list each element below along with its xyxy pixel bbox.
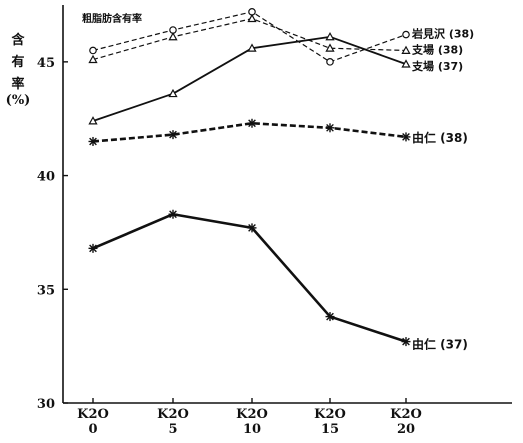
series-1 [89,8,410,66]
series-line [92,121,407,143]
data-point [88,54,98,64]
data-point [325,43,335,52]
data-point [247,223,257,233]
data-point [247,13,257,23]
data-point [401,45,411,54]
data-point [401,337,411,347]
series-2 [88,13,411,64]
series-5 [88,209,411,347]
y-tick-label: 30 [37,397,55,412]
star-stroke [326,123,334,132]
data-point [325,312,335,322]
star-stroke [248,119,256,128]
y-tick-label: 35 [37,283,55,298]
x-tick-label-top: K2O [314,407,346,422]
x-tick-label-top: K2O [157,407,189,422]
y-tick-label: 40 [37,170,55,185]
series-label: 由仁 (37) [412,337,468,352]
y-tick-label: 45 [37,56,55,71]
x-tick-label-top: K2O [77,407,109,422]
chart-title: 粗脂肪含有率 [82,12,142,25]
data-point [88,136,98,146]
data-point [401,59,411,68]
y-axis-label-char: 有 [11,54,24,70]
data-point [88,116,98,125]
y-axis-label-char: (%) [6,93,31,108]
star-stroke [169,130,177,139]
series-3 [88,32,411,125]
series-label: 支場 (38) [411,42,463,56]
data-point [168,130,178,140]
y-axis-label-char: 含 [10,32,25,48]
data-point [88,243,98,253]
x-tick-label-bottom: 0 [88,422,97,437]
x-tick-label-bottom: 10 [243,422,261,437]
series-label: 由仁 (38) [412,130,468,145]
data-point [247,118,257,128]
data-point [168,32,178,41]
data-point [89,46,97,55]
series-4 [88,118,411,146]
star-stroke [248,224,256,232]
data-point [401,132,411,142]
x-tick-label-bottom: 5 [168,422,177,437]
star-stroke [402,337,410,346]
star-stroke [326,312,334,321]
data-point [168,209,178,219]
star-stroke [89,137,97,146]
x-tick-label-top: K2O [236,407,268,422]
star-stroke [89,244,97,253]
x-tick-label-top: K2O [390,407,422,422]
labels-layer: 含有率(%) 岩見沢 (38)支場 (38) 支場 (37) 由仁 (38) 由仁 (3… [6,27,475,352]
data-point [325,123,335,133]
data-point [168,88,178,98]
star-stroke [402,133,410,141]
x-tick-label-bottom: 15 [321,422,339,437]
data-point [326,58,334,66]
star-stroke [169,210,177,219]
series-label: 岩見沢 (38) [411,27,474,41]
series-line [92,212,407,343]
data-point [402,30,410,39]
series-layer [88,8,411,347]
series-label: 支場 (37) [411,59,463,73]
data-point [247,43,257,52]
x-tick-label-bottom: 20 [397,422,415,437]
y-axis-label-char: 率 [11,76,24,92]
data-point [325,32,335,41]
